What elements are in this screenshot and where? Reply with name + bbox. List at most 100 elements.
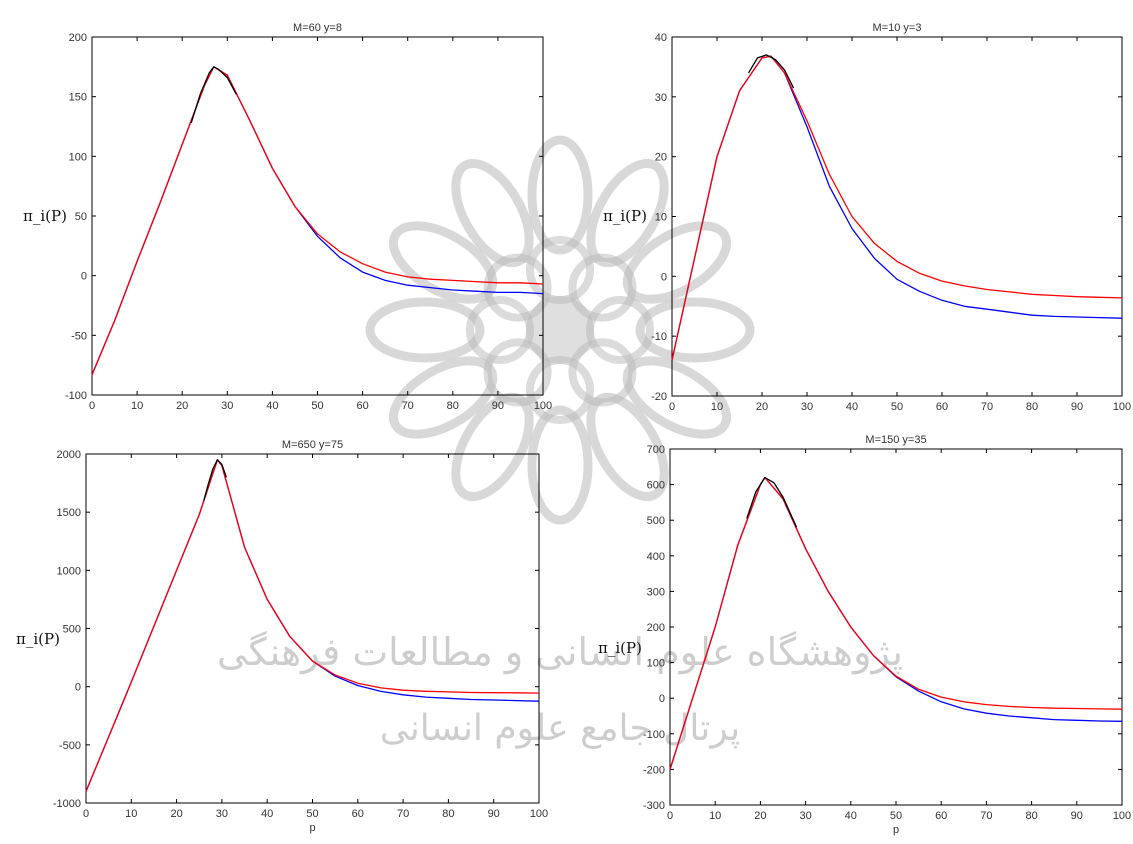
y-tick-label: 0	[75, 682, 81, 694]
x-tick-label: 10	[709, 810, 721, 822]
x-tick-label: 30	[799, 810, 811, 822]
chart-title: M=10 y=3	[873, 22, 922, 34]
x-tick-label: 70	[981, 401, 993, 413]
x-tick-label: 0	[89, 400, 95, 412]
y-tick-label: 0	[81, 271, 87, 283]
watermark-ring	[526, 356, 594, 424]
x-tick-label: 80	[447, 400, 459, 412]
black-series-line	[747, 54, 795, 89]
watermark: پژوهشگاه علوم انسانی و مطالعات فرهنگی پرت…	[217, 135, 903, 749]
x-tick-label: 10	[711, 401, 723, 413]
x-tick-label: 40	[846, 401, 858, 413]
y-tick-label: 500	[63, 624, 81, 636]
y-tick-label: 0	[661, 271, 667, 283]
y-tick-label: 20	[655, 152, 667, 164]
x-tick-label: 0	[667, 810, 673, 822]
x-tick-label: 0	[669, 401, 675, 413]
watermark-ring	[586, 296, 654, 364]
y-tick-label: 40	[655, 32, 667, 44]
red-series-line	[91, 66, 544, 375]
chart-title: M=650 y=75	[282, 439, 343, 451]
watermark-ring	[483, 253, 552, 322]
x-tick-label: 40	[261, 808, 273, 820]
x-tick-label: 30	[801, 401, 813, 413]
x-tick-label: 60	[935, 810, 947, 822]
x-tick-label: 20	[170, 808, 182, 820]
watermark-ring	[568, 253, 637, 322]
x-tick-label: 0	[83, 808, 89, 820]
plot-area	[669, 448, 1123, 806]
y-tick-label: -200	[643, 764, 665, 776]
x-tick-label: 10	[125, 808, 137, 820]
x-tick-label: 30	[221, 400, 233, 412]
chart-panel: 0 10 20 30 40 50 60 70 80 90 100 -300 -200 -100 0 100 20…	[598, 434, 1131, 836]
x-tick-label: 100	[1113, 401, 1131, 413]
x-tick-label: 40	[845, 810, 857, 822]
y-tick-label: -10	[651, 331, 667, 343]
x-tick-label: 70	[980, 810, 992, 822]
x-tick-label: 50	[890, 810, 902, 822]
black-series-line	[203, 459, 228, 501]
x-tick-label: 80	[1026, 401, 1038, 413]
y-tick-label: 500	[647, 515, 665, 527]
y-tick-label: -500	[59, 740, 81, 752]
x-tick-label: 10	[131, 400, 143, 412]
red-series-line	[85, 459, 540, 792]
y-tick-label: 600	[647, 480, 665, 492]
x-tick-label: 30	[216, 808, 228, 820]
panels: 0 10 20 30 40 50 60 70 80 90 100-100-5005010015020…	[16, 22, 1131, 836]
watermark-ring	[526, 236, 594, 304]
y-tick-label: 30	[655, 92, 667, 104]
x-tick-label: 90	[492, 400, 504, 412]
y-tick-label: 1000	[57, 565, 81, 577]
y-tick-label: -50	[71, 330, 87, 342]
x-tick-label: 60	[936, 401, 948, 413]
x-tick-label: 100	[530, 808, 548, 820]
chart-title: M=150 y=35	[865, 434, 926, 446]
plot-area	[85, 453, 540, 804]
watermark-line2: پرتال جامع علوم انسانی	[380, 708, 740, 749]
y-tick-label: -100	[65, 390, 87, 402]
chart-panel: 0 10 20 30 40 50 60 70 80 90 100 -20 -10 0 10 20 30 40 M=1…	[603, 22, 1131, 413]
x-tick-label: 20	[754, 810, 766, 822]
x-tick-label: 70	[397, 808, 409, 820]
y-tick-label: 300	[647, 586, 665, 598]
x-tick-label: 60	[352, 808, 364, 820]
y-axis-label: π_i(P)	[598, 639, 642, 657]
chart-panel: 0 10 20 30 40 50 60 70 80 90 100 -1000 -500 0 500 1000 1…	[16, 439, 548, 834]
x-tick-label: 60	[356, 400, 368, 412]
y-tick-label: 200	[647, 622, 665, 634]
y-tick-label: 200	[69, 32, 87, 44]
x-tick-label: 40	[266, 400, 278, 412]
x-tick-label: 20	[176, 400, 188, 412]
y-tick-label: -100	[643, 729, 665, 741]
y-tick-label: 0	[659, 693, 665, 705]
watermark-ring	[466, 296, 534, 364]
y-tick-label: -1000	[53, 798, 81, 810]
x-tick-label: 20	[756, 401, 768, 413]
black-series-line	[746, 476, 798, 528]
watermark-petal	[527, 405, 593, 525]
y-axis-label: π_i(P)	[603, 207, 647, 225]
y-tick-label: 50	[75, 211, 87, 223]
y-tick-label: 1500	[57, 507, 81, 519]
x-axis-label: p	[309, 822, 315, 834]
x-tick-label: 90	[1071, 401, 1083, 413]
y-tick-label: 400	[647, 551, 665, 563]
watermark-ring	[568, 338, 637, 407]
x-tick-label: 50	[311, 400, 323, 412]
x-tick-label: 90	[1071, 810, 1083, 822]
red-series-line	[669, 476, 1123, 770]
x-tick-label: 80	[1025, 810, 1037, 822]
x-tick-label: 80	[442, 808, 454, 820]
watermark-petal	[635, 297, 755, 363]
x-tick-label: 50	[306, 808, 318, 820]
x-tick-label: 50	[891, 401, 903, 413]
y-tick-label: 700	[647, 444, 665, 456]
y-tick-label: 10	[655, 212, 667, 224]
y-tick-label: 150	[69, 92, 87, 104]
watermark-ring	[483, 338, 552, 407]
y-tick-label: 100	[647, 658, 665, 670]
